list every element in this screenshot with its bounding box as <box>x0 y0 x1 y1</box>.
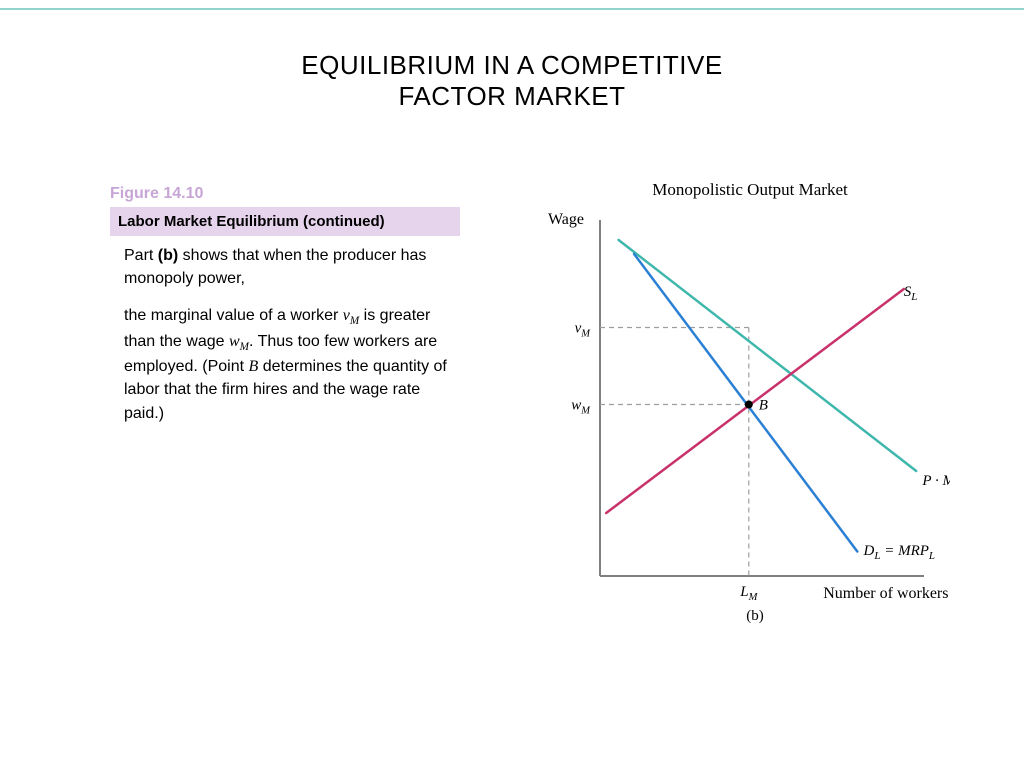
page-title: EQUILIBRIUM IN A COMPETITIVE FACTOR MARK… <box>0 50 1024 112</box>
chart-title: Monopolistic Output Market <box>530 180 970 200</box>
paragraph-1: Part (b) shows that when the producer ha… <box>124 244 450 290</box>
svg-text:vM: vM <box>575 321 592 340</box>
svg-text:SL: SL <box>904 284 918 303</box>
svg-text:P · MPL: P · MPL <box>921 473 950 492</box>
left-column: Figure 14.10 Labor Market Equilibrium (c… <box>110 185 460 439</box>
top-divider <box>0 8 1024 10</box>
paragraph-2: the marginal value of a worker vM is gre… <box>124 304 450 424</box>
svg-text:wM: wM <box>571 398 591 417</box>
body-text: Part (b) shows that when the producer ha… <box>110 244 460 425</box>
svg-text:(b): (b) <box>746 608 764 624</box>
svg-text:Number of workers: Number of workers <box>823 585 948 602</box>
title-line-1: EQUILIBRIUM IN A COMPETITIVE <box>301 50 722 80</box>
figure-number: Figure 14.10 <box>110 185 460 203</box>
svg-text:B: B <box>759 398 768 414</box>
chart-container: Monopolistic Output Market Wage Number of… <box>530 180 970 650</box>
svg-text:Wage: Wage <box>548 211 584 228</box>
svg-text:LM: LM <box>739 584 758 603</box>
figure-caption-bar: Labor Market Equilibrium (continued) <box>110 207 460 236</box>
title-line-2: FACTOR MARKET <box>0 81 1024 112</box>
monopoly-labor-chart: Wage Number of workers vM wM LM SL P · MPL DL =… <box>530 206 950 636</box>
svg-text:DL = MRPL: DL = MRPL <box>863 543 936 562</box>
